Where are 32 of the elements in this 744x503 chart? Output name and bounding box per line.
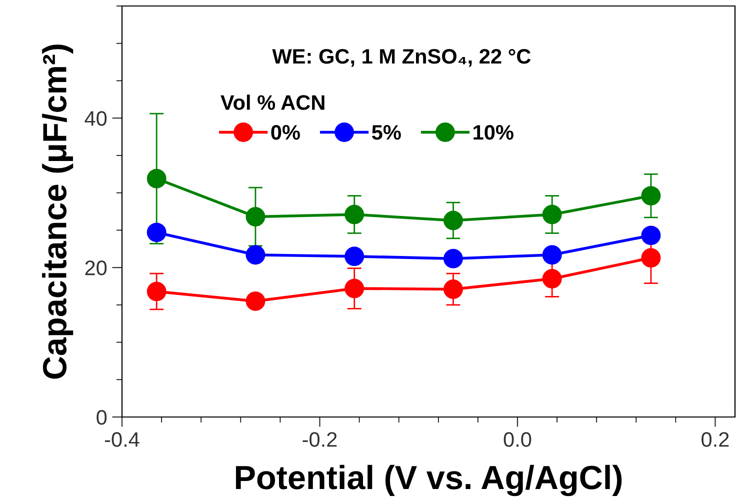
legend-label: 5% (372, 125, 401, 140)
x-tick-label: -0.2 (302, 432, 337, 447)
point (443, 248, 463, 268)
x-tick-label: 0.2 (702, 432, 729, 447)
y-tick-label: 20 (85, 260, 107, 276)
point (443, 279, 463, 299)
y-axis-title: Capacitance (μF/cm²) (42, 44, 74, 379)
point (246, 245, 266, 265)
point (344, 246, 364, 266)
point (641, 186, 661, 206)
point (146, 282, 166, 302)
point (146, 222, 166, 242)
legend-title: Vol % ACN (220, 94, 324, 110)
legend-label: 10% (474, 125, 514, 140)
y-tick-label: 40 (84, 111, 107, 126)
legend-label: 0% (271, 125, 300, 140)
x-axis-title: Potential (V vs. Ag/AgCl) (236, 464, 622, 496)
point (146, 168, 166, 188)
y-tick-label: 0 (96, 410, 107, 425)
point (641, 248, 661, 268)
point (344, 204, 364, 224)
point (542, 269, 562, 288)
annotation: WE: GC, 1 M ZnSO₄, 22 °C (272, 48, 531, 67)
point (443, 210, 463, 230)
point (344, 278, 364, 298)
x-tick-label: 0.0 (504, 432, 532, 447)
point (542, 245, 562, 265)
point (542, 204, 562, 224)
point (246, 291, 266, 311)
x-tick-label: -0.4 (104, 432, 140, 447)
point (641, 226, 661, 246)
point (246, 207, 266, 226)
